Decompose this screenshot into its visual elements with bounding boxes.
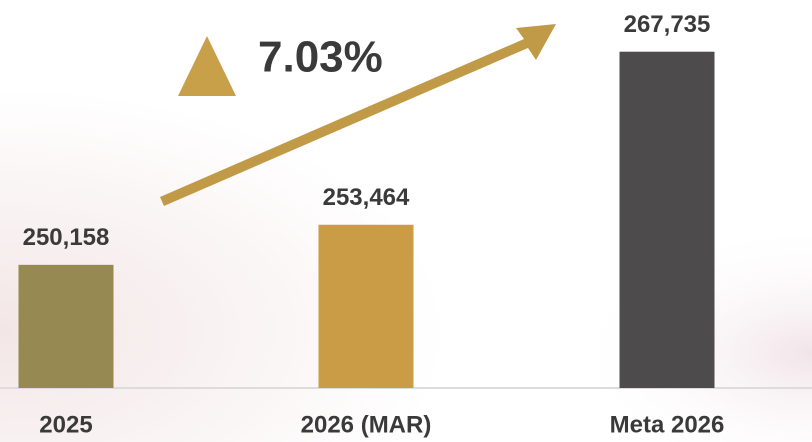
value-label: 253,464 [323, 184, 410, 211]
bar [18, 264, 114, 388]
value-label: 250,158 [23, 224, 110, 251]
growth-annotation: 7.03% [258, 33, 383, 82]
x-tick-label: Meta 2026 [610, 411, 725, 438]
bar [619, 51, 715, 388]
trend-arrow [160, 24, 556, 206]
x-tick-label: 2026 (MAR) [301, 411, 432, 438]
x-tick-label: 2025 [39, 411, 92, 438]
up-triangle [178, 36, 236, 96]
bar [318, 224, 414, 388]
value-label: 267,735 [624, 11, 711, 38]
